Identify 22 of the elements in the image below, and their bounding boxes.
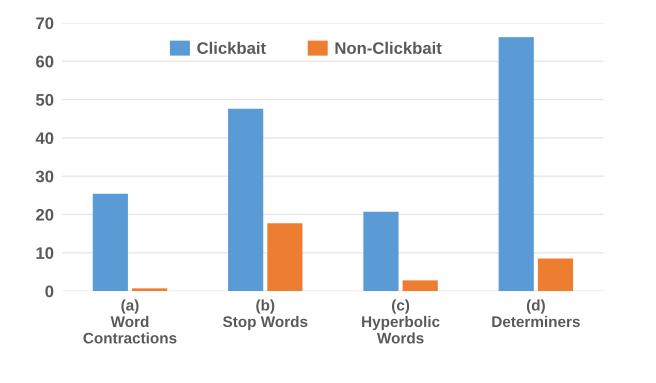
bar xyxy=(363,212,399,292)
x-tick-label: (c) Hyperbolic Words xyxy=(362,299,440,344)
x-tick-label: (b) Stop Words xyxy=(222,299,308,330)
y-tick-label: 20 xyxy=(36,208,54,221)
bar xyxy=(402,280,438,292)
y-tick-label: 0 xyxy=(45,285,54,298)
bar xyxy=(538,258,574,292)
y-tick-label: 40 xyxy=(36,132,54,144)
bar xyxy=(228,108,264,292)
legend-label: Clickbait xyxy=(197,42,266,54)
y-tick-label: 70 xyxy=(36,17,54,30)
y-tick-label: 10 xyxy=(36,247,54,259)
y-tick-label: 50 xyxy=(36,94,54,106)
bar xyxy=(498,37,534,292)
x-tick-label: (a) Word Contractions xyxy=(83,299,176,344)
y-tick-label: 60 xyxy=(36,56,54,68)
bar xyxy=(92,194,128,292)
bar xyxy=(267,223,302,292)
bar xyxy=(132,288,168,292)
y-tick-label: 30 xyxy=(36,170,54,182)
x-tick-label: (d) Determiners xyxy=(492,299,580,328)
legend-label: Non-Clickbait xyxy=(336,42,442,54)
